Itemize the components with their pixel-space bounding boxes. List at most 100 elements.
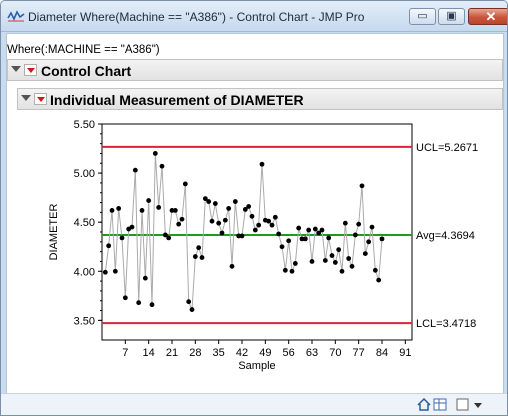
- title-bar[interactable]: Diameter Where(Machine == "A386") - Cont…: [1, 1, 507, 32]
- data-point[interactable]: [246, 204, 252, 209]
- data-point[interactable]: [159, 163, 165, 169]
- data-point[interactable]: [336, 247, 342, 253]
- data-point[interactable]: [346, 256, 352, 261]
- data-point[interactable]: [306, 227, 312, 233]
- data-point[interactable]: [256, 222, 262, 228]
- individual-measurement-title: Individual Measurement of DIAMETER: [50, 92, 304, 108]
- data-point[interactable]: [292, 261, 298, 266]
- data-point[interactable]: [176, 221, 182, 227]
- close-button[interactable]: ✕: [468, 8, 507, 25]
- data-point[interactable]: [372, 267, 378, 273]
- data-point[interactable]: [252, 227, 258, 233]
- data-point[interactable]: [239, 233, 245, 239]
- data-point[interactable]: [349, 263, 355, 269]
- dropdown-arrow-icon[interactable]: [471, 398, 485, 411]
- data-point[interactable]: [172, 208, 178, 213]
- red-triangle-menu-icon[interactable]: [24, 64, 37, 76]
- data-point[interactable]: [102, 269, 108, 275]
- data-point[interactable]: [189, 307, 195, 312]
- data-point[interactable]: [356, 221, 362, 227]
- data-point[interactable]: [116, 206, 122, 211]
- data-point[interactable]: [109, 208, 115, 213]
- data-point[interactable]: [322, 258, 328, 263]
- disclosure-icon[interactable]: [11, 66, 21, 72]
- home-icon[interactable]: [417, 398, 431, 411]
- data-point[interactable]: [132, 167, 138, 173]
- data-point[interactable]: [272, 214, 278, 220]
- data-point[interactable]: [249, 213, 255, 219]
- disclosure-icon[interactable]: [21, 95, 31, 101]
- data-point[interactable]: [376, 277, 382, 283]
- data-point[interactable]: [216, 220, 222, 226]
- data-point[interactable]: [319, 227, 325, 233]
- data-point[interactable]: [359, 183, 365, 189]
- data-point[interactable]: [202, 196, 208, 202]
- individual-measurement-outline-header[interactable]: Individual Measurement of DIAMETER: [17, 88, 503, 110]
- data-point[interactable]: [152, 151, 158, 156]
- data-point[interactable]: [119, 235, 125, 241]
- data-point[interactable]: [259, 161, 265, 167]
- data-point[interactable]: [136, 300, 142, 306]
- data-point[interactable]: [226, 206, 232, 211]
- data-point[interactable]: [369, 224, 375, 230]
- data-point[interactable]: [329, 253, 335, 258]
- data-point[interactable]: [179, 216, 185, 222]
- maximize-button[interactable]: ▣: [438, 8, 465, 25]
- data-point[interactable]: [182, 181, 188, 187]
- data-point[interactable]: [269, 222, 275, 228]
- data-point[interactable]: [289, 268, 295, 274]
- data-point[interactable]: [112, 268, 118, 274]
- data-point[interactable]: [199, 255, 205, 260]
- data-point[interactable]: [229, 263, 235, 269]
- data-point[interactable]: [162, 232, 168, 238]
- data-point[interactable]: [169, 208, 175, 213]
- y-tick-label: 4.50: [74, 217, 95, 229]
- data-point[interactable]: [299, 236, 305, 242]
- data-point[interactable]: [366, 239, 372, 245]
- data-point[interactable]: [279, 244, 285, 250]
- data-point[interactable]: [242, 207, 248, 212]
- data-point[interactable]: [312, 226, 318, 232]
- data-point[interactable]: [296, 225, 302, 231]
- data-point[interactable]: [352, 232, 358, 238]
- data-point[interactable]: [212, 201, 218, 206]
- data-point[interactable]: [156, 205, 162, 210]
- data-point[interactable]: [142, 275, 148, 281]
- data-point[interactable]: [196, 245, 202, 251]
- data-point[interactable]: [192, 254, 198, 259]
- data-point[interactable]: [232, 199, 238, 204]
- data-point[interactable]: [339, 268, 345, 274]
- data-point[interactable]: [362, 251, 368, 256]
- control-chart-outline-header[interactable]: Control Chart: [7, 59, 503, 81]
- selection-checkbox-icon[interactable]: [456, 398, 470, 411]
- red-triangle-menu-icon[interactable]: [34, 93, 47, 105]
- data-point[interactable]: [302, 236, 308, 242]
- x-tick-label: 21: [166, 347, 178, 359]
- data-point[interactable]: [146, 198, 152, 203]
- data-point[interactable]: [276, 231, 282, 237]
- data-point[interactable]: [266, 218, 272, 224]
- data-point[interactable]: [129, 224, 135, 230]
- data-point[interactable]: [282, 267, 288, 273]
- data-point[interactable]: [106, 243, 112, 249]
- data-point[interactable]: [166, 235, 172, 241]
- data-point[interactable]: [379, 236, 385, 242]
- data-point[interactable]: [209, 218, 215, 224]
- data-point[interactable]: [236, 233, 242, 239]
- data-point[interactable]: [139, 208, 145, 213]
- data-point[interactable]: [309, 259, 315, 264]
- data-point[interactable]: [342, 220, 348, 226]
- data-point[interactable]: [286, 238, 292, 244]
- data-point[interactable]: [316, 230, 322, 236]
- table-view-icon[interactable]: [433, 398, 447, 411]
- plot-area: [101, 123, 413, 341]
- data-point[interactable]: [206, 199, 212, 204]
- minimize-button[interactable]: ▭: [409, 8, 436, 25]
- data-point[interactable]: [122, 295, 128, 301]
- data-point[interactable]: [149, 302, 155, 308]
- data-point[interactable]: [219, 230, 225, 236]
- data-point[interactable]: [326, 235, 332, 241]
- data-point[interactable]: [186, 299, 192, 305]
- data-point[interactable]: [222, 217, 228, 223]
- data-point[interactable]: [332, 260, 338, 265]
